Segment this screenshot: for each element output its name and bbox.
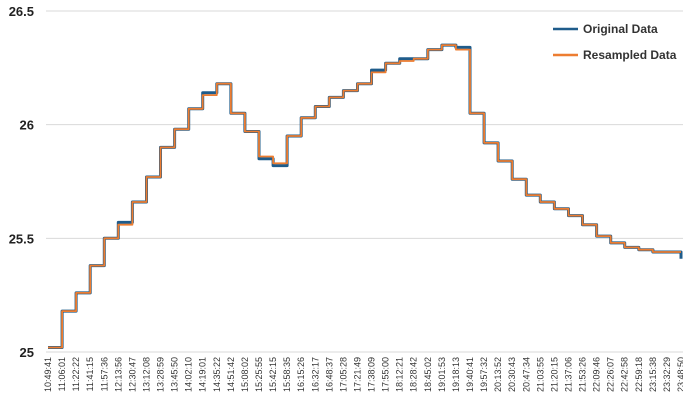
x-tick-label: 11:41:15: [85, 357, 95, 391]
x-tick-label: 20:47:34: [521, 357, 531, 392]
gridlines: [46, 10, 683, 353]
x-tick-label: 23:48:50: [676, 357, 683, 392]
x-tick-label: 15:25:55: [254, 357, 264, 392]
x-tick-label: 11:22:22: [71, 357, 81, 391]
x-tick-label: 14:02:10: [184, 357, 194, 392]
x-tick-label: 21:20:15: [549, 357, 559, 392]
y-tick-label: 25.5: [9, 231, 34, 246]
x-tick-label: 15:58:35: [282, 357, 292, 392]
series-lines: [48, 43, 683, 349]
series-line-original: [48, 43, 683, 349]
x-tick-label: 23:15:38: [648, 357, 658, 392]
x-axis-ticks: 10:49:41 11:06:01 11:22:22 11:41:15 11:57:36…: [43, 357, 683, 392]
x-tick-label: 17:38:09: [367, 357, 377, 392]
y-axis-ticks: 25 25.5 26 26.5: [9, 4, 34, 360]
x-tick-label: 15:42:15: [268, 357, 278, 392]
x-tick-label: 21:03:55: [535, 357, 545, 392]
x-tick-label: 16:15:26: [296, 357, 306, 392]
legend-label-resampled: Resampled Data: [583, 48, 677, 62]
x-tick-label: 18:12:21: [395, 357, 405, 392]
x-tick-label: 19:40:41: [465, 357, 475, 392]
x-tick-label: 19:57:32: [479, 357, 489, 392]
x-tick-label: 17:21:49: [352, 357, 362, 392]
y-tick-label: 26: [20, 118, 34, 133]
y-tick-label: 26.5: [9, 4, 34, 19]
x-tick-label: 22:59:18: [634, 357, 644, 392]
series-line-resampled: [48, 44, 681, 349]
x-tick-label: 21:53:26: [578, 357, 588, 392]
x-tick-label: 13:28:59: [156, 357, 166, 392]
x-tick-label: 13:45:50: [170, 357, 180, 392]
y-tick-label: 25: [20, 345, 34, 360]
x-tick-label: 13:12:08: [141, 357, 151, 392]
legend: Original Data Resampled Data: [553, 22, 677, 62]
x-tick-label: 14:35:22: [212, 357, 222, 392]
x-tick-label: 14:19:01: [198, 357, 208, 392]
x-tick-label: 21:37:06: [563, 357, 573, 392]
x-tick-label: 17:05:28: [338, 357, 348, 392]
x-tick-label: 19:01:53: [437, 357, 447, 392]
x-tick-label: 22:26:07: [606, 357, 616, 392]
x-tick-label: 22:09:46: [592, 357, 602, 392]
x-tick-label: 23:32:29: [662, 357, 672, 392]
x-tick-label: 19:18:13: [451, 357, 461, 392]
x-tick-label: 18:28:42: [409, 357, 419, 392]
x-tick-label: 16:48:37: [324, 357, 334, 392]
x-tick-label: 11:57:36: [99, 357, 109, 391]
x-tick-label: 14:51:42: [226, 357, 236, 392]
x-tick-label: 15:08:02: [240, 357, 250, 392]
x-tick-label: 12:30:47: [127, 357, 137, 392]
x-tick-label: 16:32:17: [310, 357, 320, 392]
x-tick-label: 22:42:58: [620, 357, 630, 392]
x-tick-label: 11:06:01: [57, 357, 67, 391]
x-tick-label: 18:45:02: [423, 357, 433, 392]
x-tick-label: 12:13:56: [113, 357, 123, 392]
x-tick-label: 10:49:41: [43, 357, 53, 392]
x-tick-label: 20:30:43: [507, 357, 517, 392]
x-tick-label: 17:55:00: [381, 357, 391, 392]
x-tick-label: 20:13:52: [493, 357, 503, 392]
legend-label-original: Original Data: [583, 22, 658, 36]
